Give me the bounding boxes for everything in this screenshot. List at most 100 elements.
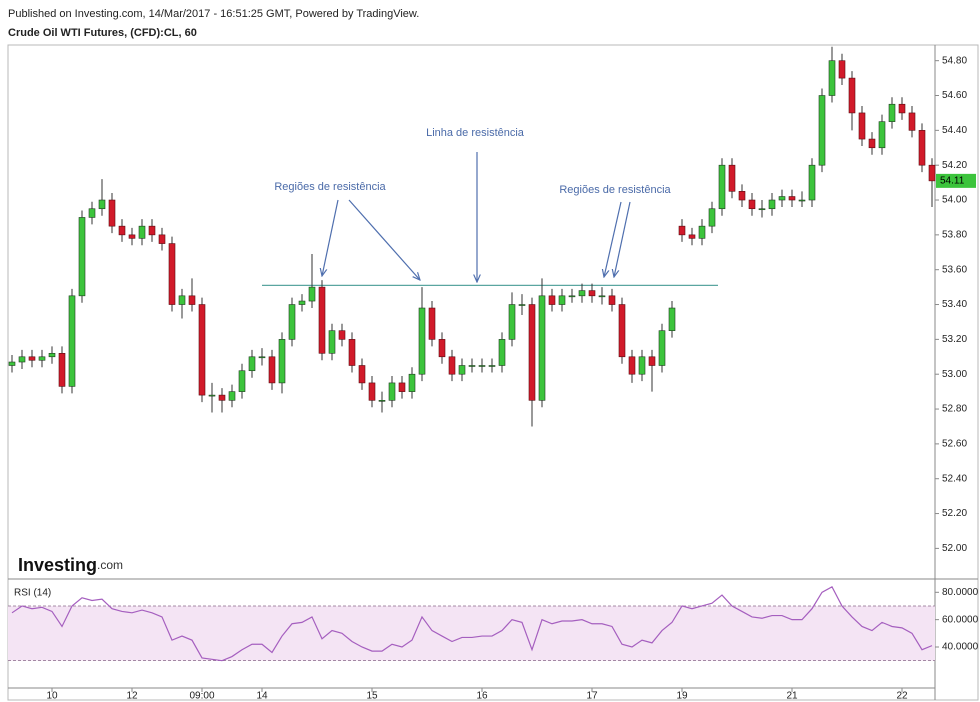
annotation: Regiões de resistência <box>559 184 671 196</box>
candle-body <box>388 382 396 401</box>
candle-body <box>568 295 576 298</box>
candle <box>548 288 556 312</box>
candle-body <box>438 339 446 358</box>
y-tick-label: 54.80 <box>942 55 967 66</box>
candle-body <box>838 60 846 79</box>
candle-body <box>758 208 766 211</box>
candle-body <box>458 365 466 375</box>
candle <box>718 158 726 216</box>
candle <box>208 382 216 413</box>
candle <box>18 349 26 369</box>
x-tick-label: 16 <box>476 691 488 702</box>
candle-body <box>878 121 886 149</box>
candle-body <box>108 199 116 227</box>
candle-body <box>548 295 556 305</box>
candle <box>928 158 936 207</box>
candle-body <box>718 164 726 210</box>
candle <box>118 219 126 242</box>
y-tick-label: 54.00 <box>942 195 967 206</box>
candle <box>778 189 786 207</box>
y-tick-label: 40.0000 <box>942 642 979 653</box>
candle-body <box>198 304 206 396</box>
candle-body <box>358 365 366 384</box>
candle-body <box>618 304 626 358</box>
candle <box>578 283 586 303</box>
candle <box>408 367 416 399</box>
candle <box>78 210 86 303</box>
candle-body <box>98 199 106 210</box>
x-tick-label: 17 <box>586 691 598 702</box>
candle <box>638 349 646 382</box>
candle-body <box>698 225 706 239</box>
candle <box>358 358 366 390</box>
candle <box>898 97 906 120</box>
candle <box>458 358 466 382</box>
candle <box>398 375 406 399</box>
candle-body <box>278 339 286 384</box>
candle-body <box>608 295 616 305</box>
candle <box>808 158 816 207</box>
candle-body <box>418 307 426 375</box>
candle <box>728 158 736 199</box>
candle <box>8 355 16 373</box>
candle <box>588 283 596 303</box>
annotation-arrows <box>322 152 631 282</box>
candle-body <box>648 356 656 366</box>
candle-body <box>928 164 936 182</box>
candle <box>798 191 806 207</box>
candle <box>668 301 676 338</box>
candle <box>648 349 656 392</box>
candle <box>68 288 76 394</box>
candle-body <box>188 295 196 305</box>
candle <box>318 280 326 361</box>
candle <box>518 294 526 315</box>
candle-body <box>498 339 506 366</box>
rsi-title: RSI (14) <box>14 588 51 599</box>
candle-body <box>168 243 176 305</box>
candle <box>158 227 166 251</box>
candle-body <box>668 307 676 331</box>
y-tick-label: 54.60 <box>942 90 967 101</box>
candle-body <box>398 382 406 392</box>
y-tick-label: 52.20 <box>942 508 967 519</box>
candle-body <box>768 199 776 210</box>
candle <box>238 363 246 399</box>
candle <box>868 132 876 155</box>
candle-body <box>118 225 126 236</box>
candle <box>438 332 446 364</box>
candle <box>148 219 156 242</box>
candle-body <box>808 164 816 201</box>
y-tick-label: 53.80 <box>942 230 967 241</box>
candle <box>48 346 56 364</box>
candle-body <box>158 234 166 244</box>
candle <box>388 375 396 408</box>
y-tick-label: 54.40 <box>942 125 967 136</box>
x-tick-label: 12 <box>126 691 138 702</box>
candle-body <box>508 304 516 340</box>
candle-body <box>558 295 566 305</box>
candle <box>758 200 766 218</box>
logo-brand: Investing <box>18 555 97 575</box>
x-tick-label: 19 <box>676 691 688 702</box>
candle <box>838 53 846 86</box>
candle-body <box>228 391 236 401</box>
candle <box>108 193 116 234</box>
candle <box>228 384 236 408</box>
candle <box>608 288 616 312</box>
candle-body <box>218 394 226 401</box>
candle <box>468 358 476 373</box>
candle-body <box>208 394 216 397</box>
candle <box>618 297 626 364</box>
candle <box>428 301 436 347</box>
x-tick-label: 10 <box>46 691 58 702</box>
candle <box>488 358 496 373</box>
y-tick-label: 52.00 <box>942 543 967 554</box>
y-tick-label: 53.40 <box>942 299 967 310</box>
candle <box>738 184 746 207</box>
candle-body <box>258 356 266 359</box>
candle <box>888 97 896 129</box>
candle <box>288 297 296 347</box>
candle <box>338 323 346 347</box>
candle-body <box>898 103 906 114</box>
